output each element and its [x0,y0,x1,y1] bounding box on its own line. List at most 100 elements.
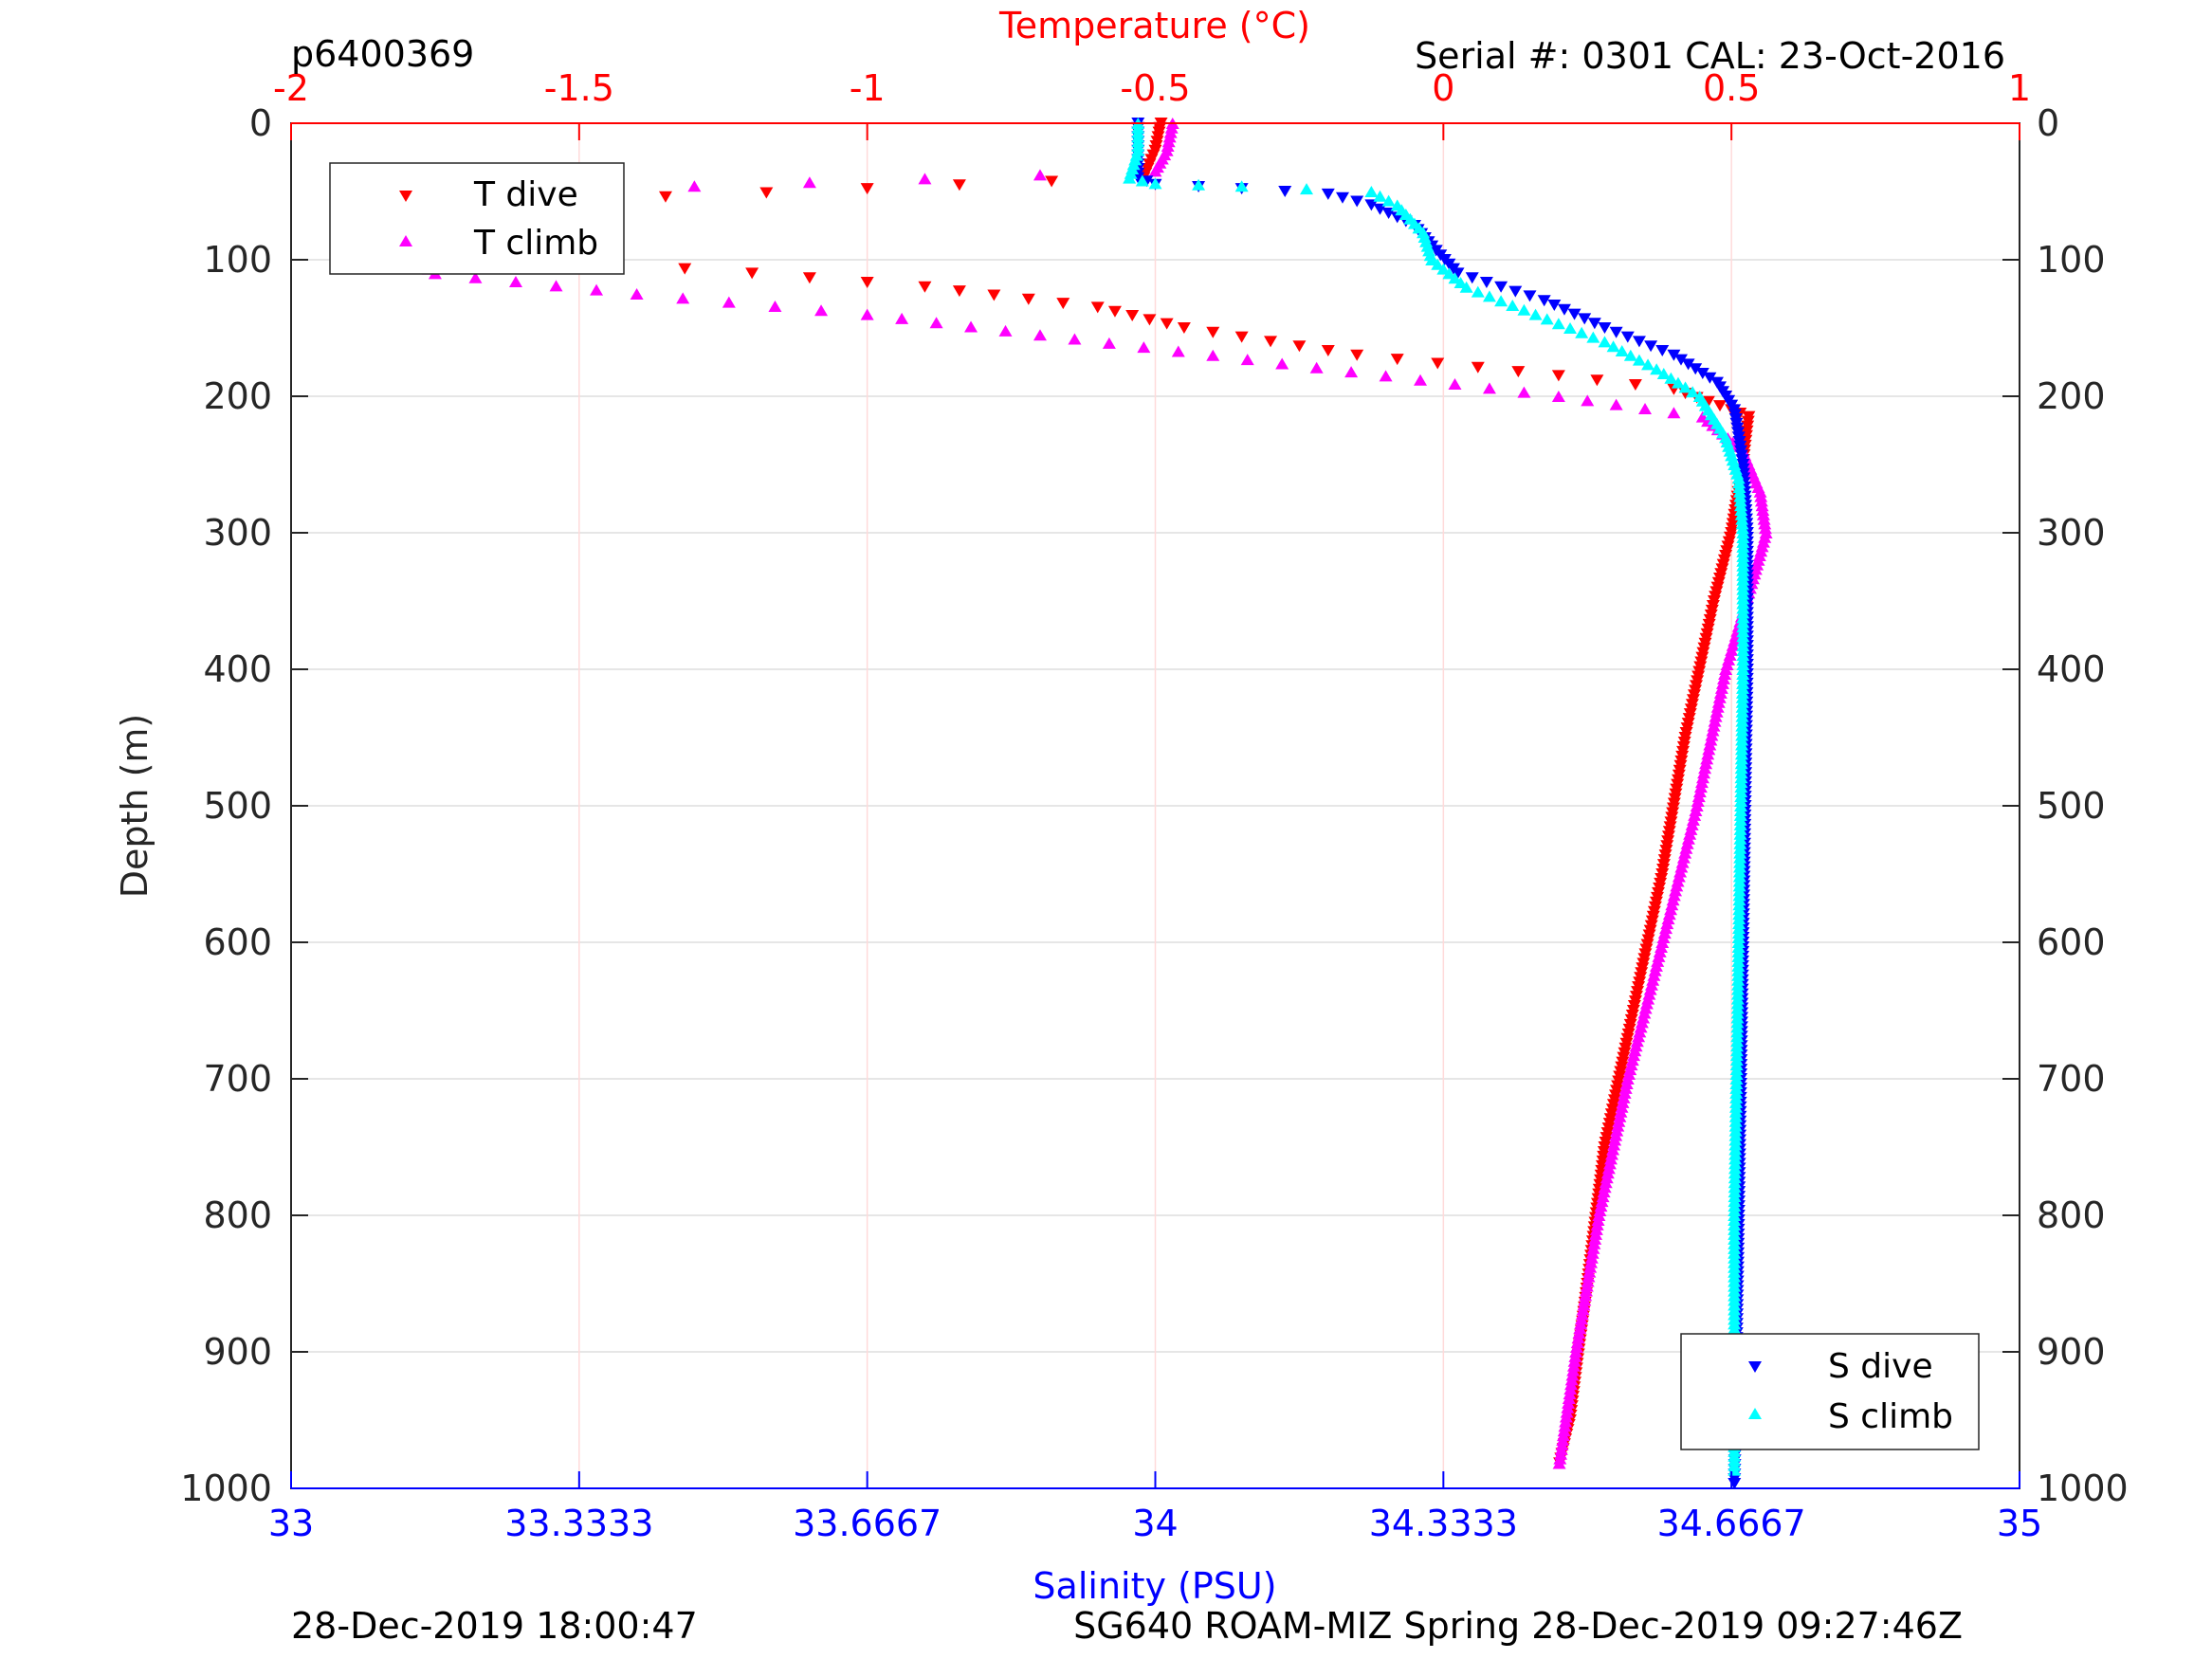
data-point [1161,136,1176,148]
data-point [1123,172,1137,184]
data-point [1712,691,1727,703]
depth-tick-label-right: 800 [2037,1194,2106,1236]
data-point [802,272,816,284]
data-point [952,179,966,191]
data-point [952,285,966,298]
data-point [1593,1205,1607,1217]
data-point [1448,378,1462,391]
data-point [918,173,932,185]
data-point [1177,322,1191,334]
data-point [1240,354,1254,366]
data-point [1607,1139,1621,1151]
data-point [1587,1237,1601,1249]
data-point [1162,131,1177,143]
data-point [1494,281,1508,293]
data-point [1517,386,1531,398]
data-point [1584,1251,1599,1264]
data-point [1569,1346,1583,1358]
data-point [1125,310,1140,322]
salinity-tick-label: 34 [1132,1503,1178,1544]
data-point [1577,1299,1591,1311]
data-point [1613,1110,1627,1122]
data-point [1716,672,1730,684]
temperature-tick-label: 0.5 [1703,67,1760,109]
data-point [1589,1223,1603,1235]
depth-axis-title: Depth (m) [114,714,155,899]
data-point [658,191,672,203]
footer-timestamp-left: 28-Dec-2019 18:00:47 [291,1605,698,1647]
data-point [1559,1415,1573,1428]
data-point [1559,1411,1573,1423]
data-point [1701,748,1715,760]
data-point [1586,331,1600,343]
data-point [1620,331,1635,343]
salinity-tick-label: 33 [268,1503,314,1544]
depth-tick-label-right: 200 [2037,375,2106,417]
data-point [1632,336,1646,348]
data-point [1608,1134,1622,1146]
data-point [1135,174,1149,187]
data-point [1576,1304,1590,1316]
data-point [1300,183,1314,195]
legend-s-climb-label: S climb [1828,1397,1953,1436]
data-point [1612,1115,1626,1127]
data-point [1551,391,1565,402]
data-point [1557,1425,1571,1437]
depth-tick-label-left: 800 [203,1194,272,1236]
data-point [1390,354,1404,366]
data-point [1610,1124,1624,1137]
data-point [1605,1148,1619,1160]
salinity-tick-label: 35 [1997,1503,2042,1544]
data-point [1667,349,1681,361]
data-point [1523,290,1537,302]
data-point [1566,1359,1581,1372]
data-point [1517,303,1531,316]
data-point [1703,372,1717,384]
data-point [860,308,874,320]
data-point [1600,1172,1614,1184]
data-point [1655,345,1670,356]
data-point [1431,357,1445,370]
data-point [1595,1195,1609,1208]
legend-t-dive-label: T dive [473,175,578,214]
data-point [1705,729,1719,741]
data-point [1554,1448,1568,1460]
data-point [1068,333,1082,345]
data-point [1714,682,1728,694]
data-point [1448,272,1462,284]
data-point [1292,340,1307,353]
depth-tick-label-left: 900 [203,1331,272,1373]
data-point [1373,203,1387,215]
data-point [1556,1430,1570,1442]
data-point [1585,1247,1600,1259]
depth-tick-label-right: 700 [2037,1058,2106,1100]
data-point [1570,1337,1584,1349]
data-point [1615,345,1629,356]
legend-s-dive-label: S dive [1828,1347,1933,1386]
data-point [1321,188,1335,200]
data-point [1596,1191,1610,1203]
data-point [768,300,782,312]
data-point [1045,175,1059,188]
data-point [1650,363,1664,375]
data-point [1673,354,1688,366]
depth-tick-label-left: 100 [203,239,272,281]
data-point [1588,1232,1602,1245]
data-point [1563,1378,1578,1391]
data-point [1709,705,1724,718]
depth-tick-label-right: 0 [2037,102,2059,144]
data-point [1692,786,1707,798]
data-point [1618,1086,1632,1099]
data-point [1143,314,1157,326]
depth-tick-label-left: 300 [203,512,272,554]
data-point [814,304,829,317]
data-point [1691,795,1705,808]
data-point [1552,1457,1566,1469]
data-point [1537,295,1551,307]
data-point [759,187,774,199]
data-point [1554,1443,1568,1455]
data-point [1700,753,1714,765]
data-point [722,296,736,308]
data-point [860,277,874,288]
data-point [1163,126,1178,138]
